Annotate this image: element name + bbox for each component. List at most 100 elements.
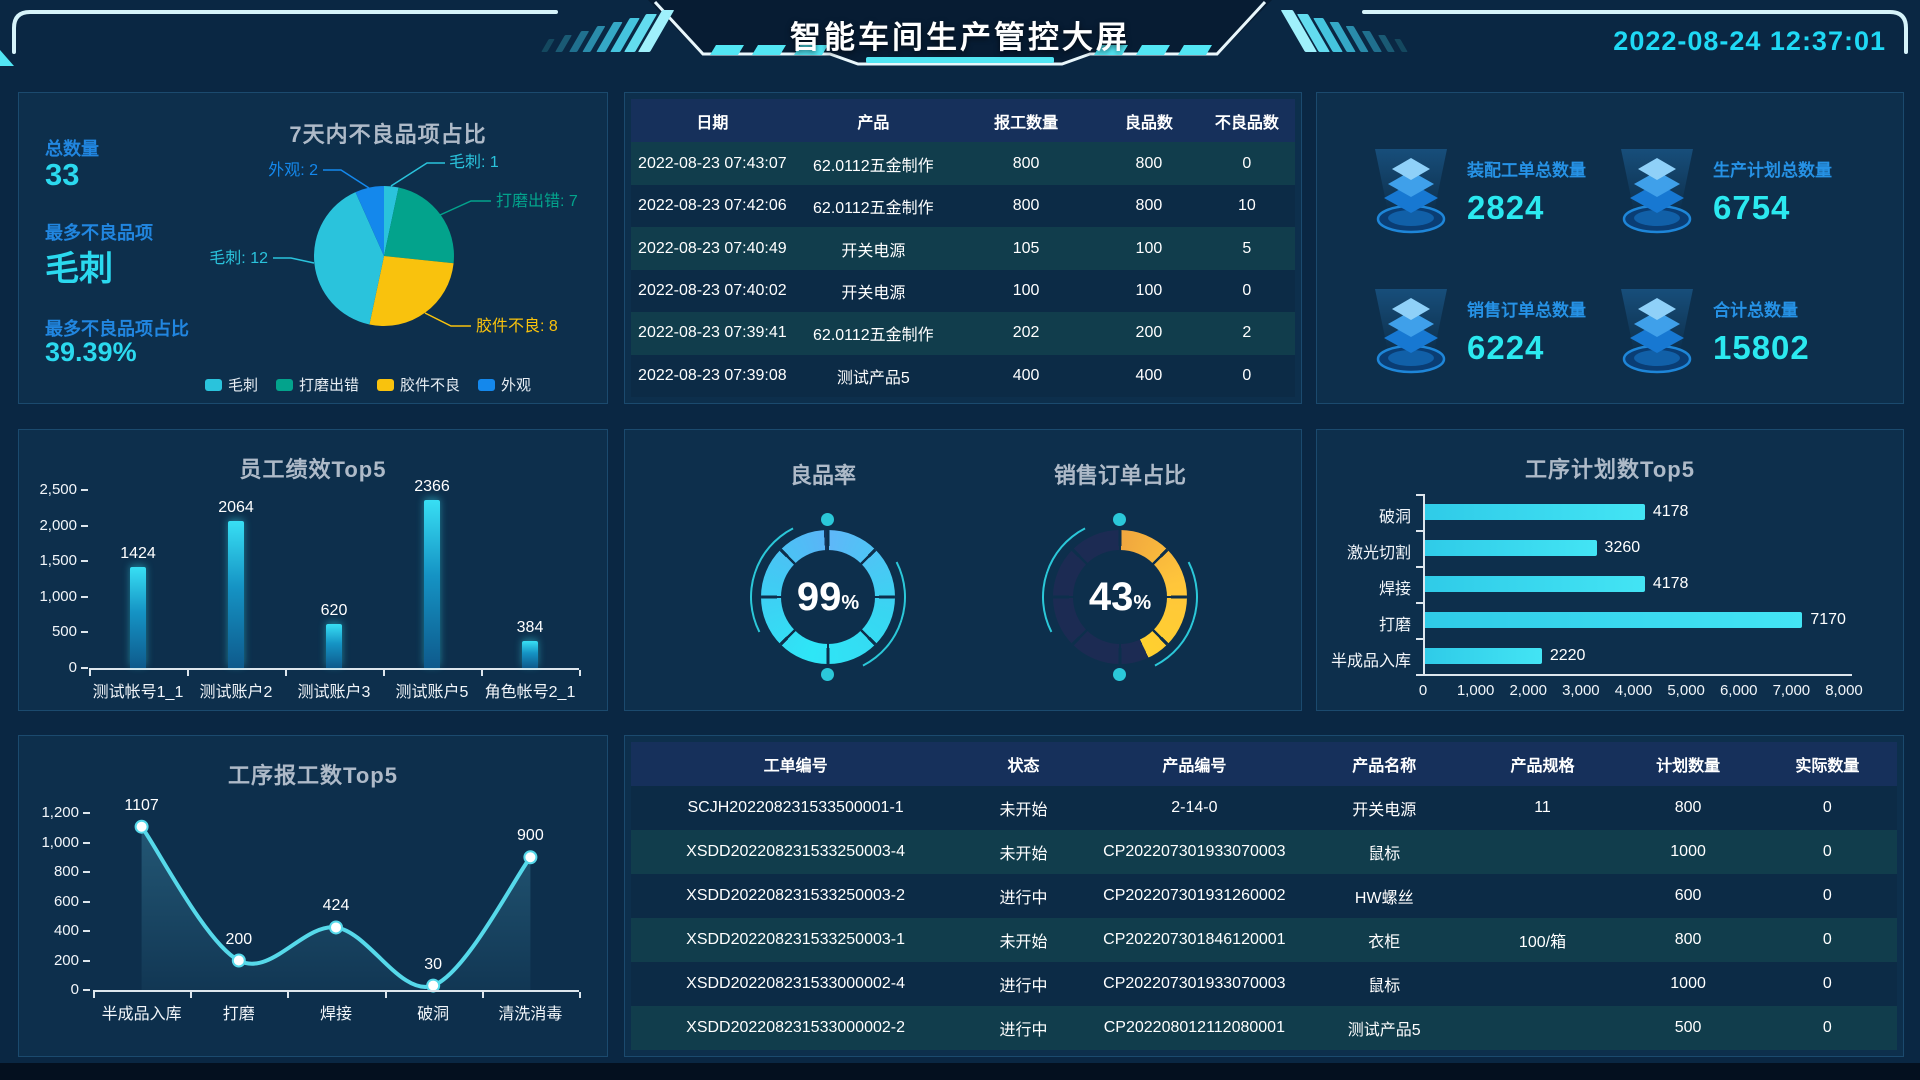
x-tick-label: 6,000 bbox=[1719, 682, 1758, 699]
table-cell: HW螺丝 bbox=[1354, 890, 1414, 907]
y-tick-label: 2,000 bbox=[39, 516, 77, 534]
bar-value-label: 4178 bbox=[1652, 503, 1689, 520]
y-tick bbox=[83, 989, 90, 991]
table-cell: 62.0112五金制作 bbox=[813, 327, 934, 345]
y-tick bbox=[1416, 638, 1423, 640]
column-header: 产品规格 bbox=[1510, 758, 1575, 775]
table-cell: 200 bbox=[1135, 324, 1163, 342]
table-row: XSDD202208231533250003-1 未开始 CP20220730184… bbox=[631, 918, 1897, 962]
gauge-dot-top bbox=[821, 513, 834, 526]
gauge-unit: % bbox=[1133, 591, 1152, 614]
defect-ratio-panel: 7天内不良品项占比 总数量 33 最多不良品项 毛刺 最多不良品项占比 39.3… bbox=[18, 92, 608, 404]
x-category-label: 测试帐号1_1 bbox=[92, 684, 184, 701]
x-axis bbox=[89, 668, 579, 670]
stat-card-text: 合计总数量 15802 bbox=[1713, 296, 1810, 367]
table-cell: CP202207301846120001 bbox=[1103, 931, 1286, 948]
table-cell: 测试产品5 bbox=[1347, 1022, 1421, 1039]
gauges-panel: 良品率 销售订单占比 99 % 43 % bbox=[624, 429, 1302, 711]
table-cell: XSDD202208231533250003-4 bbox=[686, 843, 905, 860]
table-cell: 0 bbox=[1822, 1019, 1832, 1036]
table-cell: XSDD202208231533000002-2 bbox=[686, 1019, 905, 1036]
stat-card: 销售订单总数量 6224 bbox=[1369, 285, 1586, 377]
table-cell: CP202207301933070003 bbox=[1103, 843, 1286, 860]
column-header: 报工数量 bbox=[994, 114, 1059, 132]
stat-card: 生产计划总数量 6754 bbox=[1615, 145, 1832, 237]
table-cell: XSDD202208231533250003-2 bbox=[686, 887, 905, 904]
x-tick-label: 8,000 bbox=[1825, 682, 1863, 699]
column-header: 工单编号 bbox=[763, 758, 828, 775]
y-tick bbox=[81, 667, 88, 669]
table-cell: 500 bbox=[1674, 1019, 1702, 1036]
legend-label: 胶件不良 bbox=[400, 377, 461, 394]
table-cell: 0 bbox=[1242, 366, 1252, 384]
table-cell: 开关电源 bbox=[1352, 802, 1417, 819]
staff-performance-panel: 员工绩效Top5 0 500 1,000 1,500 2,000 2,500 1424 测试帐… bbox=[18, 429, 608, 711]
stat-card-label: 合计总数量 bbox=[1713, 300, 1798, 320]
table-row: XSDD202208231533000002-4 进行中 CP20220730193… bbox=[631, 962, 1897, 1006]
x-axis bbox=[93, 990, 579, 992]
stat-card-text: 销售订单总数量 6224 bbox=[1467, 296, 1586, 367]
table-cell: 未开始 bbox=[999, 802, 1048, 819]
stat-card-value: 6224 bbox=[1467, 328, 1545, 366]
work-order-table: 工单编号 状态 产品编号 产品名称 产品规格 计划数量 实际数量 SCJH2022082315… bbox=[631, 742, 1897, 1050]
line-chart-svg bbox=[134, 819, 538, 993]
order-stats-panel: 装配工单总数量 2824 生产计划总数量 6754 销售订单总数量 6224 bbox=[1316, 92, 1904, 404]
report-header: 日期 产品 报工数量 良品数 不良品数 bbox=[631, 99, 1295, 143]
table-row: 2022-08-23 07:39:08 测试产品5 400 400 0 bbox=[631, 354, 1295, 398]
bar-value-label: 1424 bbox=[120, 544, 156, 562]
y-tick-label: 800 bbox=[53, 863, 79, 880]
page-title: 智能车间生产管控大屏 bbox=[790, 20, 1130, 55]
table-row: 2022-08-23 07:39:41 62.0112五金制作 202 200 2 bbox=[631, 312, 1295, 355]
column-header: 不良品数 bbox=[1214, 114, 1279, 132]
bar-value-label: 620 bbox=[320, 601, 348, 619]
y-category-label: 半成品入库 bbox=[1330, 653, 1411, 670]
y-tick bbox=[83, 959, 90, 962]
svg-text:毛刺: 1: 毛刺: 1 bbox=[449, 153, 499, 171]
top-defect-value: 毛刺 bbox=[45, 250, 113, 288]
x-tick bbox=[481, 670, 483, 676]
table-cell: 测试产品5 bbox=[836, 369, 910, 387]
y-tick-label: 1,000 bbox=[41, 833, 79, 851]
table-cell: 0 bbox=[1822, 843, 1832, 860]
x-tick-label: 7,000 bbox=[1772, 682, 1811, 699]
column-header: 产品编号 bbox=[1162, 758, 1227, 775]
x-tick bbox=[89, 670, 91, 676]
x-tick bbox=[384, 992, 387, 998]
legend-item: 毛刺 bbox=[204, 374, 258, 395]
y-tick bbox=[83, 900, 90, 903]
bar bbox=[228, 521, 244, 668]
table-cell: 100 bbox=[1012, 281, 1040, 299]
table-cell: 2-14-0 bbox=[1171, 799, 1218, 816]
table-cell: 800 bbox=[1674, 931, 1702, 948]
bar-value-label: 2366 bbox=[414, 477, 450, 495]
clock: 2022-08-24 12:37:01 bbox=[1613, 26, 1886, 56]
bar-value-label: 2220 bbox=[1549, 647, 1586, 664]
bar bbox=[1425, 612, 1803, 628]
good-rate-title: 良品率 bbox=[789, 463, 856, 488]
x-category-label: 测试账户3 bbox=[297, 684, 371, 701]
table-row: XSDD202208231533250003-2 进行中 CP20220730193… bbox=[631, 874, 1897, 918]
x-tick bbox=[579, 670, 581, 676]
bar bbox=[424, 499, 440, 668]
table-cell: 0 bbox=[1822, 975, 1832, 992]
y-tick bbox=[81, 631, 88, 634]
table-cell: 2022-08-23 07:40:49 bbox=[638, 239, 787, 257]
table-cell: 2022-08-23 07:40:02 bbox=[638, 281, 787, 299]
table-cell: 衣柜 bbox=[1368, 934, 1401, 951]
x-category-label: 破洞 bbox=[417, 1006, 450, 1023]
table-cell: 0 bbox=[1822, 931, 1832, 948]
y-tick bbox=[1416, 530, 1423, 532]
table-cell: 未开始 bbox=[999, 846, 1048, 863]
y-tick-label: 600 bbox=[53, 892, 79, 910]
gauge-arc-right bbox=[1021, 498, 1219, 696]
defect-pie-chart: 毛刺: 1 打磨出错: 7 胶件不良: 8 毛刺: 12 外观: 2 bbox=[209, 153, 578, 335]
sales-ratio-gauge: 43 % bbox=[1021, 498, 1219, 696]
x-category-label: 角色帐号2_1 bbox=[484, 684, 576, 701]
table-row: XSDD202208231533250003-4 未开始 CP20220730193… bbox=[631, 830, 1897, 874]
y-tick-label: 1,200 bbox=[41, 804, 79, 821]
y-tick bbox=[83, 812, 90, 814]
total-count-label: 总数量 bbox=[45, 139, 99, 159]
bar bbox=[1425, 648, 1542, 664]
table-cell: 800 bbox=[1674, 799, 1702, 816]
y-tick-label: 2,500 bbox=[39, 481, 77, 498]
